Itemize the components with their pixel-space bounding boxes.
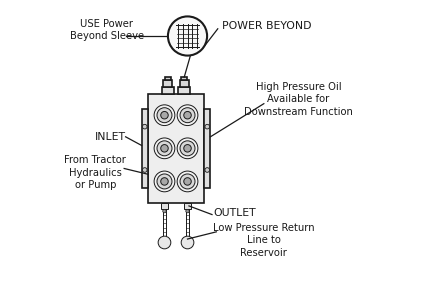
Circle shape	[157, 108, 172, 123]
Bar	[204, 109, 210, 188]
Bar	[178, 87, 190, 94]
Circle shape	[180, 141, 195, 156]
Circle shape	[177, 171, 198, 192]
Circle shape	[205, 124, 209, 129]
Circle shape	[177, 105, 198, 126]
Circle shape	[157, 141, 172, 156]
Circle shape	[161, 178, 168, 185]
Bar	[162, 87, 174, 94]
Circle shape	[154, 138, 175, 159]
Bar	[180, 80, 189, 87]
Circle shape	[154, 105, 175, 126]
Text: INLET: INLET	[95, 132, 126, 142]
Circle shape	[157, 174, 172, 189]
Circle shape	[180, 108, 195, 123]
Circle shape	[158, 236, 171, 249]
Text: OUTLET: OUTLET	[213, 208, 256, 218]
Text: High Pressure Oil
Available for
Downstream Function: High Pressure Oil Available for Downstre…	[244, 82, 353, 117]
Circle shape	[181, 236, 194, 249]
Circle shape	[154, 171, 175, 192]
Bar	[164, 80, 172, 87]
Circle shape	[180, 174, 195, 189]
Circle shape	[205, 168, 209, 172]
Circle shape	[186, 209, 189, 213]
Bar	[184, 203, 191, 209]
Bar	[181, 77, 187, 80]
Circle shape	[163, 209, 166, 213]
Text: Low Pressure Return
Line to
Reservoir: Low Pressure Return Line to Reservoir	[213, 223, 315, 258]
Text: POWER BEYOND: POWER BEYOND	[222, 21, 312, 31]
Circle shape	[177, 138, 198, 159]
Circle shape	[168, 16, 207, 56]
Circle shape	[184, 111, 191, 119]
Circle shape	[184, 178, 191, 185]
Text: USE Power
Beyond Sleeve: USE Power Beyond Sleeve	[70, 19, 144, 41]
Text: From Tractor
Hydraulics
or Pump: From Tractor Hydraulics or Pump	[64, 156, 126, 190]
Bar	[148, 94, 204, 203]
Bar	[161, 203, 168, 209]
Circle shape	[161, 145, 168, 152]
Circle shape	[142, 168, 147, 172]
Circle shape	[142, 124, 147, 129]
Bar	[142, 109, 148, 188]
Bar	[165, 77, 171, 80]
Circle shape	[184, 145, 191, 152]
Circle shape	[161, 111, 168, 119]
